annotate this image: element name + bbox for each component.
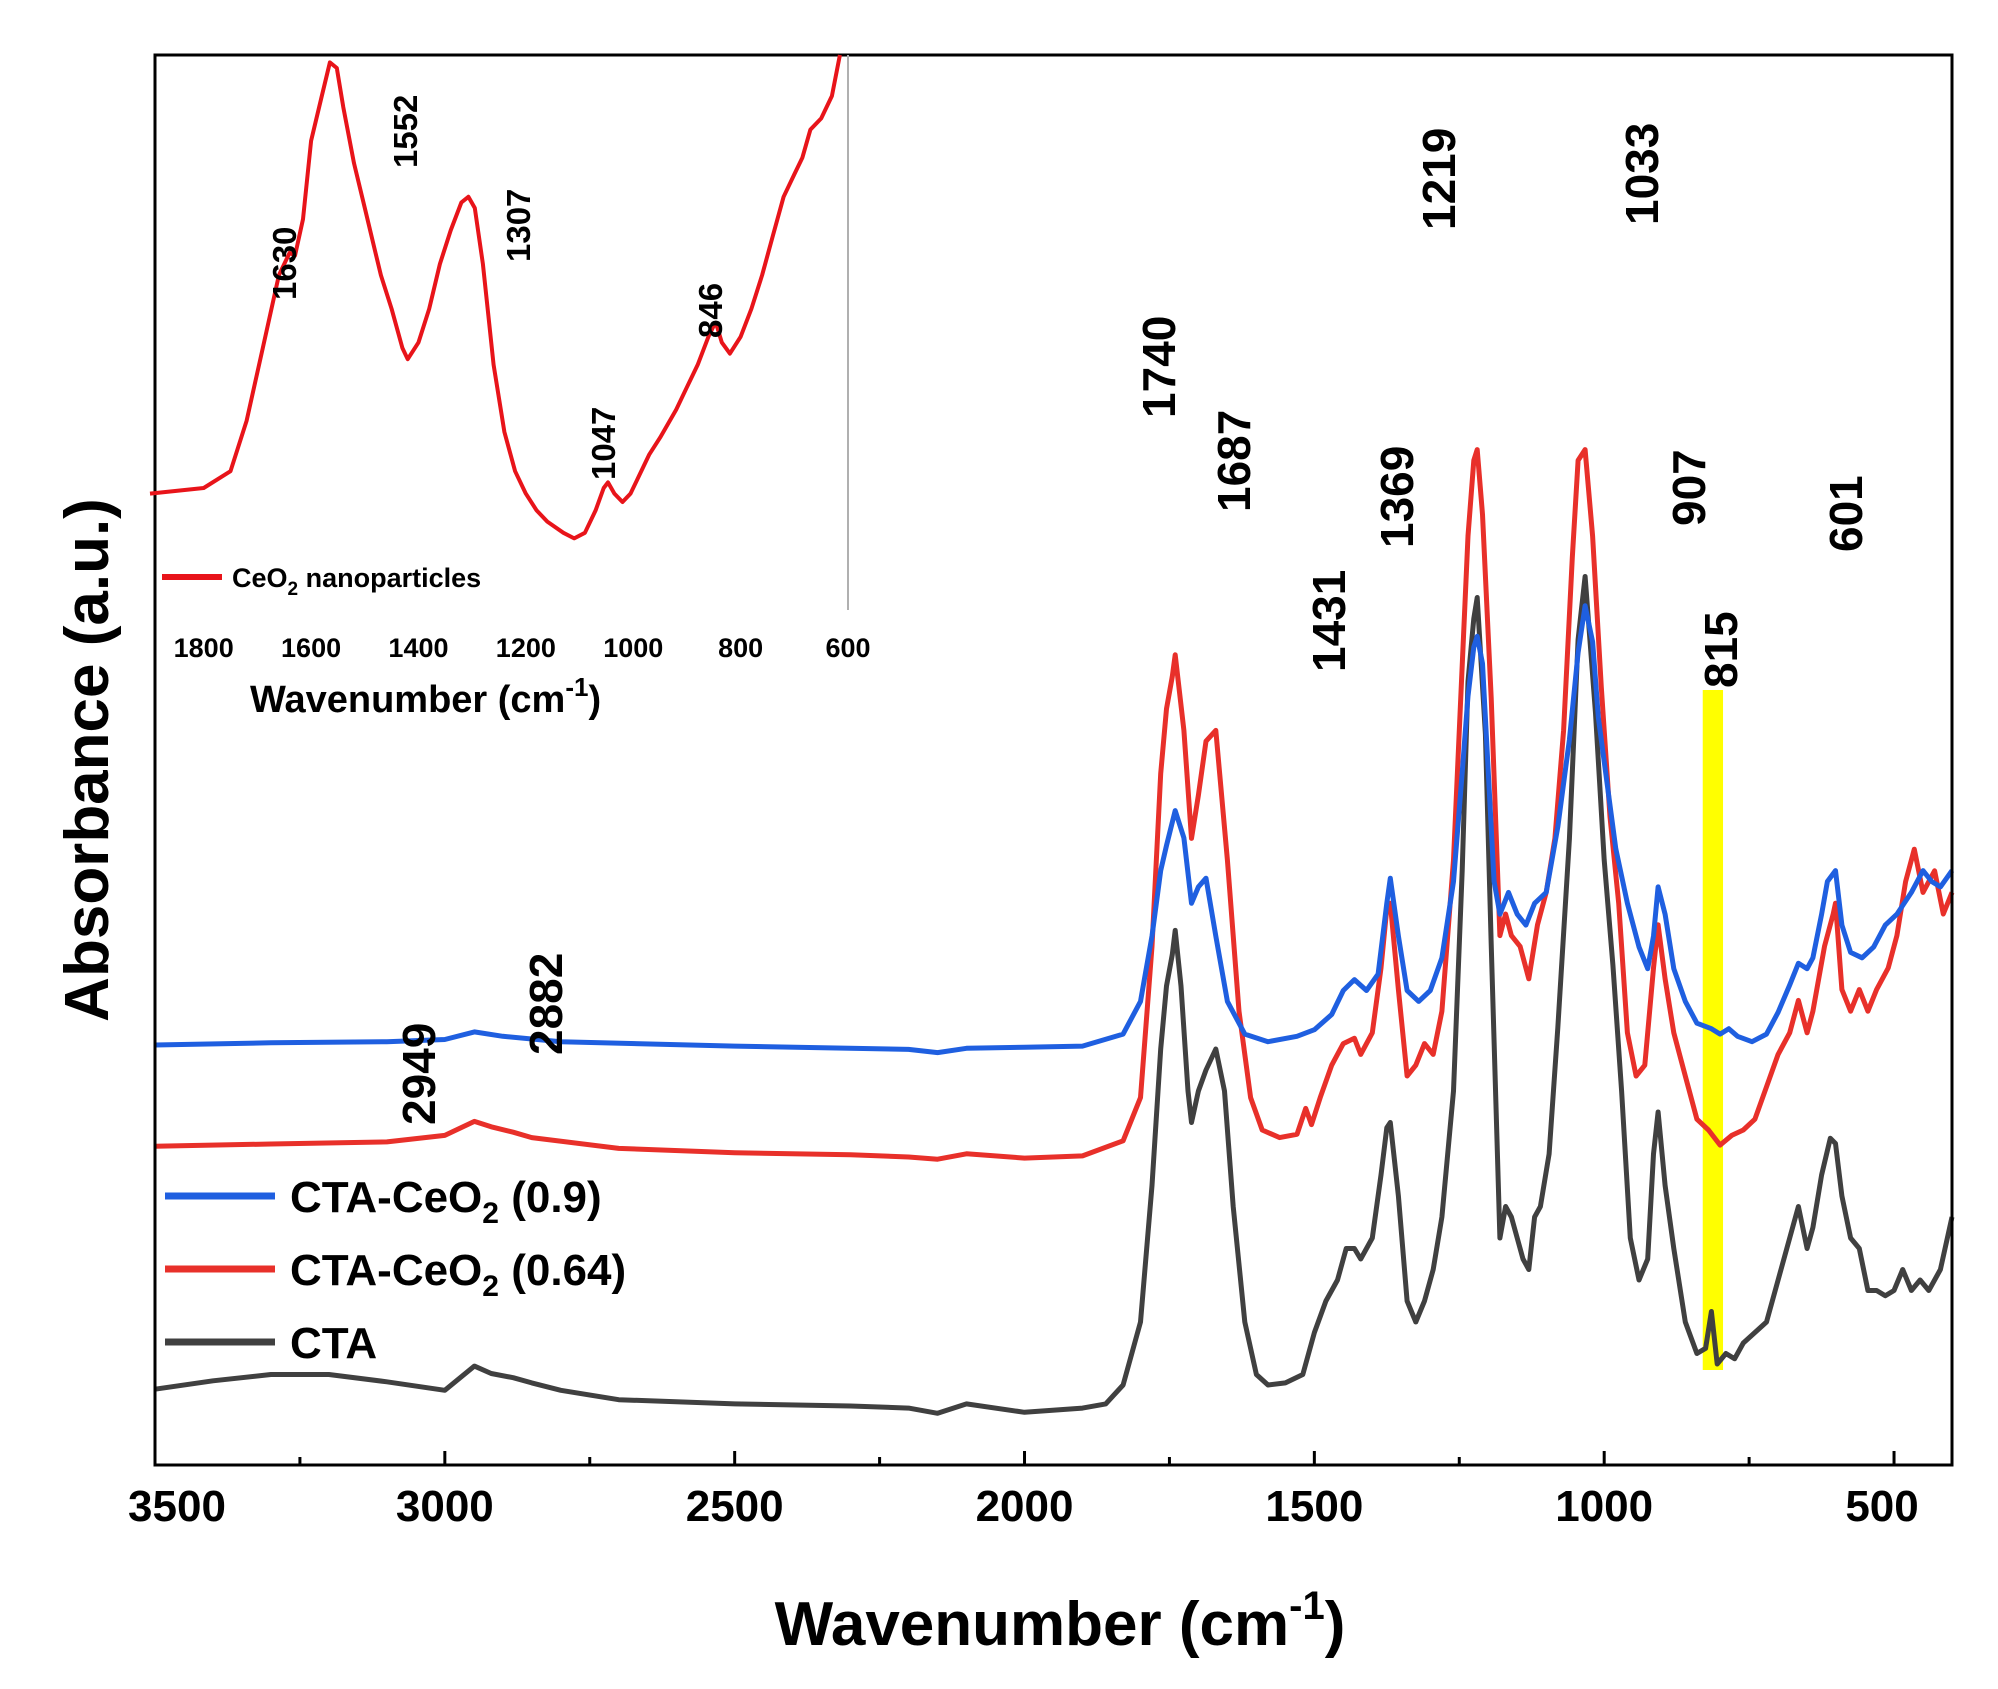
legend-label-cta: CTA (290, 1319, 377, 1368)
inset-x-tick-label-1400: 1400 (388, 633, 448, 663)
inset-x-tick-label-1200: 1200 (496, 633, 556, 663)
inset-x-tick-label-800: 800 (718, 633, 763, 663)
inset-legend-label: CeO2 nanoparticles (232, 563, 481, 600)
x-tick-label-1500: 1500 (1265, 1482, 1363, 1531)
plot-frame (153, 53, 1954, 1467)
inset-chart: 1800 1600 1400 1200 1000 800 600 Wavenumber (c… (149, 54, 871, 721)
inset-peak-label-1552: 1552 (387, 95, 424, 168)
peak-label-907: 907 (1663, 449, 1715, 526)
main-plot-area: 3500 3000 2500 2000 1500 1000 500 (128, 53, 1955, 1531)
peak-label-1219: 1219 (1413, 128, 1465, 230)
inset-peak-label-1047: 1047 (585, 407, 622, 480)
peak-label-1687: 1687 (1208, 410, 1260, 512)
peak-label-1033: 1033 (1616, 123, 1668, 225)
peak-label-601: 601 (1820, 475, 1872, 552)
inset-x-axis-title: Wavenumber (cm-1) (250, 672, 601, 721)
legend: CTA-CeO2 (0.9) CTA-CeO2 (0.64) CTA (165, 1173, 626, 1368)
x-tick-label-500: 500 (1845, 1482, 1918, 1531)
x-tick-label-2000: 2000 (976, 1482, 1074, 1531)
inset-peak-label-846: 846 (692, 283, 729, 338)
legend-item-cta: CTA (165, 1319, 377, 1368)
inset-x-tick-label-600: 600 (825, 633, 870, 663)
x-axis-title: Wavenumber (cm-1) (775, 1584, 1346, 1659)
x-tick-label-3000: 3000 (396, 1482, 494, 1531)
peak-label-2949: 2949 (393, 1023, 445, 1125)
peak-label-1431: 1431 (1303, 570, 1355, 672)
inset-x-tick-label-1000: 1000 (603, 633, 663, 663)
x-tick-label-1000: 1000 (1555, 1482, 1653, 1531)
spectra-group (154, 447, 1955, 1416)
inset-x-axis-ticks: 1800 1600 1400 1200 1000 800 600 (174, 633, 871, 663)
inset-peak-label-1307: 1307 (500, 189, 537, 262)
inset-peak-label-1630: 1630 (266, 227, 303, 300)
inset-x-tick-label-1800: 1800 (174, 633, 234, 663)
x-tick-label-3500: 3500 (128, 1482, 226, 1531)
legend-item-cta-ceo2-064: CTA-CeO2 (0.64) (165, 1246, 626, 1303)
x-tick-label-2500: 2500 (686, 1482, 784, 1531)
series-line-cta-ceo2-0-9- (154, 603, 1955, 1056)
inset-x-tick-label-1600: 1600 (281, 633, 341, 663)
peak-label-1740: 1740 (1133, 316, 1185, 418)
legend-label-cta-ceo2-09: CTA-CeO2 (0.9) (290, 1173, 602, 1230)
peak-label-2882: 2882 (520, 953, 572, 1055)
y-axis-title: Absorbance (a.u.) (53, 498, 122, 1022)
x-axis-ticks: 3500 3000 2500 2000 1500 1000 500 (128, 1451, 1919, 1531)
legend-label-cta-ceo2-064: CTA-CeO2 (0.64) (290, 1246, 626, 1303)
series-line-cta (154, 574, 1955, 1416)
peak-labels: 2949 2882 1740 1687 1431 1369 1219 1033 … (393, 123, 1872, 1125)
inset-legend: CeO2 nanoparticles (162, 563, 481, 600)
inset-spectrum-ceo2 (149, 54, 842, 541)
peak-label-815: 815 (1695, 611, 1747, 688)
peak-label-1369: 1369 (1371, 446, 1423, 548)
legend-item-cta-ceo2-09: CTA-CeO2 (0.9) (165, 1173, 602, 1230)
